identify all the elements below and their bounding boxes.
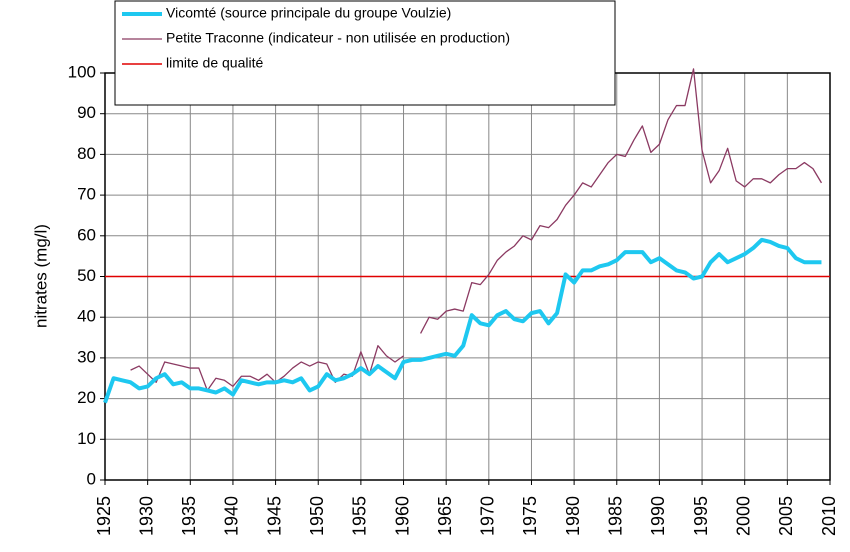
y-tick-label: 100 [68, 62, 96, 81]
y-tick-label: 30 [77, 347, 96, 366]
x-tick-label: 1980 [563, 496, 583, 536]
x-tick-label: 1945 [264, 496, 284, 536]
y-tick-label: 80 [77, 144, 96, 163]
series-line [103, 237, 822, 404]
y-tick-label: 10 [77, 429, 96, 448]
series-line [130, 68, 823, 392]
x-tick-label: 2000 [733, 496, 753, 536]
x-tick-label: 1960 [392, 496, 412, 536]
x-tick-label: 1975 [520, 496, 540, 536]
x-tick-label: 1930 [136, 496, 156, 536]
x-tick-label: 1925 [94, 496, 114, 536]
y-tick-label: 50 [77, 266, 96, 285]
x-tick-label: 1955 [350, 496, 370, 536]
legend-label: limite de qualité [166, 55, 263, 71]
legend-label: Vicomté (source principale du groupe Vou… [166, 5, 451, 21]
y-tick-label: 60 [77, 225, 96, 244]
x-tick-label: 2005 [776, 496, 796, 536]
x-tick-label: 2010 [819, 496, 839, 536]
x-tick-label: 1935 [179, 496, 199, 536]
x-tick-label: 1950 [307, 496, 327, 536]
y-tick-label: 90 [77, 103, 96, 122]
x-tick-label: 1985 [606, 496, 626, 536]
y-tick-label: 0 [87, 469, 96, 488]
x-tick-label: 1970 [478, 496, 498, 536]
x-tick-label: 1995 [691, 496, 711, 536]
y-axis-label: nitrates (mg/l) [31, 224, 50, 328]
legend-label: Petite Traconne (indicateur - non utilis… [166, 30, 510, 46]
x-tick-label: 1990 [648, 496, 668, 536]
legend: Vicomté (source principale du groupe Vou… [114, 0, 616, 106]
legend-box [114, 0, 616, 106]
y-tick-label: 20 [77, 388, 96, 407]
x-tick-label: 1965 [435, 496, 455, 536]
y-tick-label: 70 [77, 185, 96, 204]
y-tick-label: 40 [77, 307, 96, 326]
x-tick-label: 1940 [222, 496, 242, 536]
